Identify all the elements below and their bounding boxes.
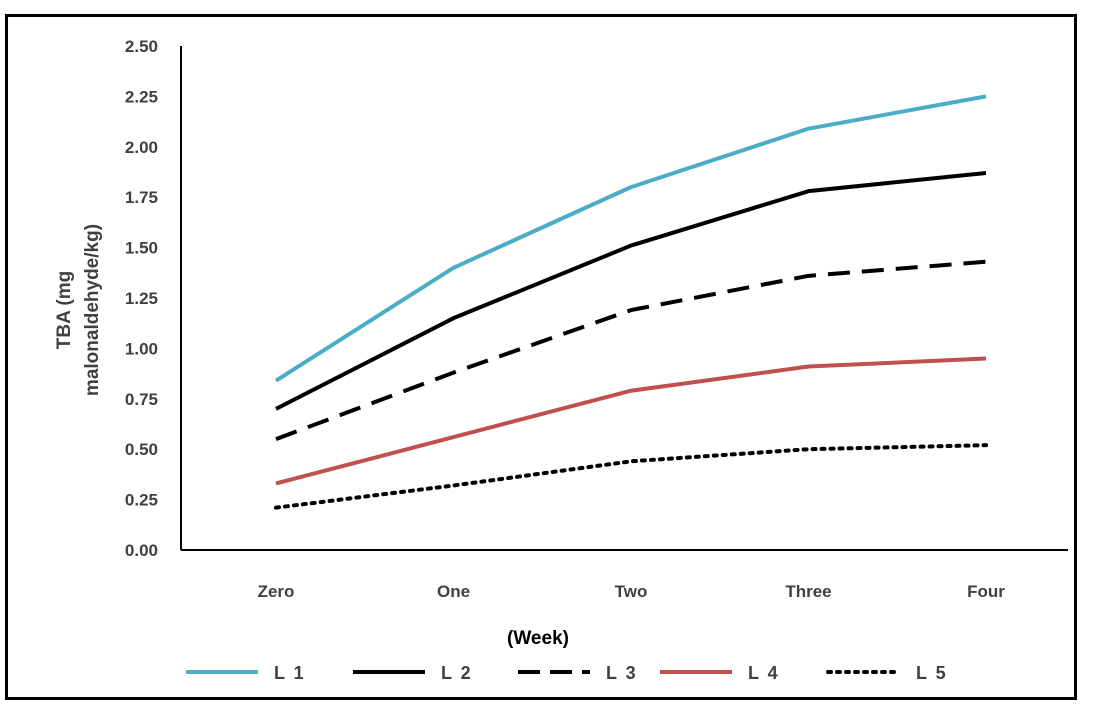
legend: L 1 L 2 L 3 L 4 L 5: [186, 663, 948, 683]
legend-label-4: L 4: [748, 663, 780, 683]
x-tick-label: Four: [967, 582, 1005, 601]
y-axis-title-line: TBA (mg: [54, 271, 75, 349]
x-tick-label: Two: [615, 582, 648, 601]
y-tick-label: 1.00: [125, 339, 158, 358]
series-line-3: [275, 259, 987, 441]
y-tick-labels: 0.00 0.25 0.50 0.75 1.00 1.25 1.50 1.75 2.00 2.25…: [125, 37, 158, 560]
legend-label-2: L 2: [441, 663, 473, 683]
y-tick-label: 1.75: [125, 188, 158, 207]
series-line-1: [274, 94, 987, 383]
y-tick-label: 0.75: [125, 390, 158, 409]
y-tick-label: 1.25: [125, 289, 158, 308]
y-tick-label: 0.00: [125, 541, 158, 560]
series-line-5: [274, 443, 988, 510]
x-tick-labels: Zero One Two Three Four: [258, 582, 1006, 601]
x-tick-label: Three: [785, 582, 831, 601]
y-tick-label: 2.25: [125, 87, 158, 106]
y-tick-label: 0.25: [125, 491, 158, 510]
x-tick-label: One: [437, 582, 470, 601]
y-tick-label: 1.50: [125, 239, 158, 258]
y-tick-label: 0.50: [125, 440, 158, 459]
series-line-4: [275, 356, 987, 486]
series-lines: [274, 94, 988, 510]
legend-label-5: L 5: [916, 663, 948, 683]
y-axis-title-line: malonaldehyde/kg): [82, 224, 103, 396]
y-axis-title: TBA (mg malonaldehyde/kg): [54, 224, 103, 396]
axes: [180, 46, 1068, 551]
line-chart: TBA (mg malonaldehyde/kg) 0.00 0.25 0.50 0.7…: [54, 37, 1068, 683]
y-tick-label: 2.50: [125, 37, 158, 56]
y-tick-label: 2.00: [125, 138, 158, 157]
legend-label-1: L 1: [274, 663, 306, 683]
series-line-2: [275, 171, 987, 411]
chart-frame: TBA (mg malonaldehyde/kg) 0.00 0.25 0.50 0.7…: [5, 14, 1077, 700]
x-tick-label: Zero: [258, 582, 295, 601]
legend-label-3: L 3: [606, 663, 638, 683]
x-axis-title: (Week): [507, 628, 569, 649]
